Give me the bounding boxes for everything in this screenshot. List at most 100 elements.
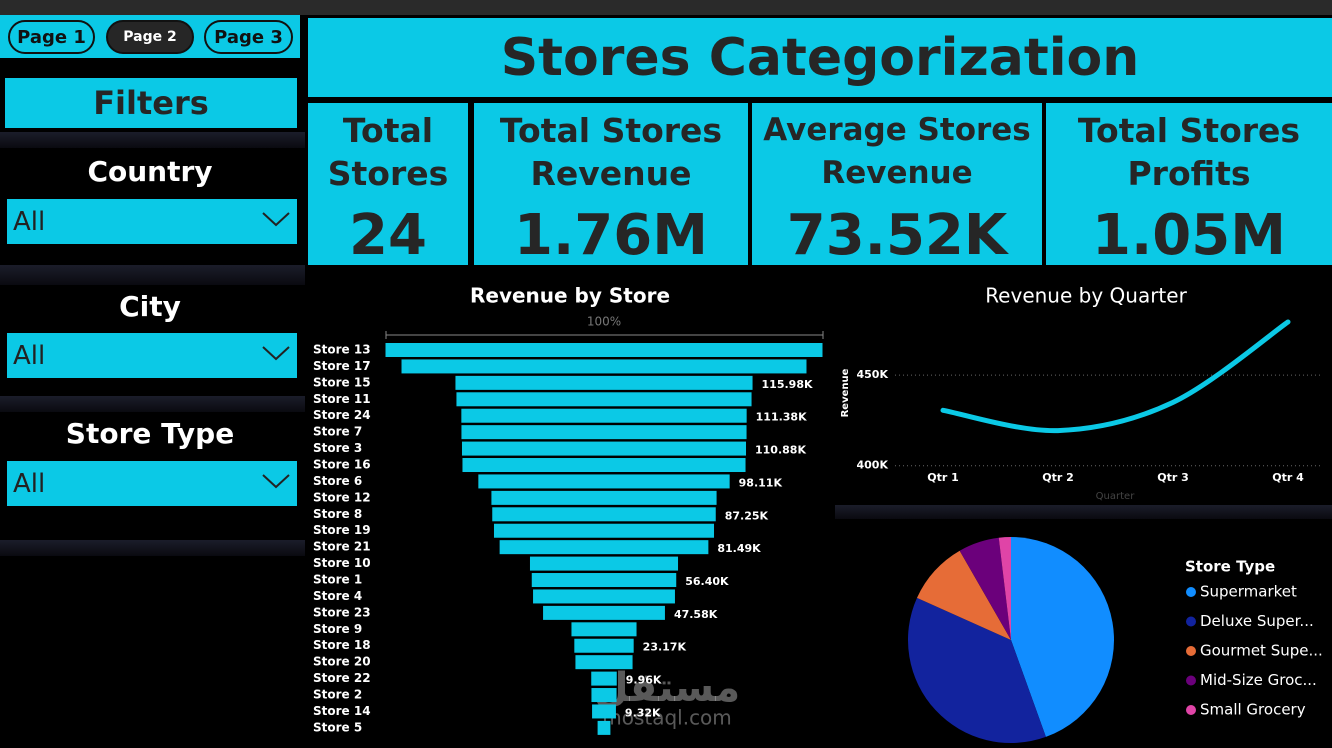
category-label: Store 2 (313, 688, 362, 702)
separator (0, 132, 305, 148)
nav-button[interactable]: Page 3 (204, 20, 293, 54)
funnel-bar (461, 408, 747, 423)
kpi-label: Total Stores (327, 111, 449, 193)
value-label: 115.98K (762, 378, 813, 391)
chart-title: Revenue by Quarter (985, 284, 1187, 308)
slicer-value: All (13, 207, 46, 237)
nav-button[interactable]: Page 1 (8, 20, 95, 54)
funnel-bar (401, 359, 807, 374)
chevron (262, 212, 290, 227)
pie-slice (959, 537, 1011, 640)
category-label: Store 18 (313, 638, 371, 652)
slicer-label: Country (87, 155, 213, 188)
y-tick-label: 400K (857, 459, 889, 472)
line-series (940, 319, 1291, 434)
separator (0, 540, 305, 556)
funnel-bar (456, 392, 752, 407)
nav-button-active[interactable]: Page 2 (106, 20, 194, 54)
funnel-bar (574, 638, 634, 653)
category-label: Store 14 (313, 704, 371, 718)
funnel-bar (461, 441, 747, 456)
legend-marker (1186, 675, 1196, 686)
category-label: Store 15 (313, 375, 371, 389)
category-label: Store 6 (313, 474, 362, 488)
legend-marker (1186, 705, 1196, 715)
kpi-label: Total Stores Profits (1077, 111, 1301, 193)
kpi-value: 24 (349, 203, 427, 268)
pie-slice (916, 550, 1011, 640)
legend-label: Mid-Size Groc... (1200, 671, 1317, 689)
funnel-bar (455, 375, 753, 390)
slicer-dropdown[interactable]: All (7, 333, 297, 378)
category-label: Store 17 (313, 359, 371, 373)
value-label: 9.96K (626, 674, 662, 687)
nav-bar: Page 1 Page 2 Page 3 (0, 15, 300, 58)
value-label: 9.32K (625, 706, 661, 719)
kpi-value: 1.05M (1092, 203, 1286, 268)
y-tick-label: 450K (857, 368, 889, 381)
legend-marker (1186, 646, 1196, 656)
funnel-bar (575, 655, 633, 670)
funnel-bar (529, 556, 679, 571)
pie-slice (998, 537, 1011, 640)
category-label: Store 22 (313, 671, 371, 685)
kpi-card: Average Stores Revenue 73.52K (752, 103, 1042, 268)
chevron (262, 346, 290, 361)
funnel-bar (478, 474, 730, 489)
x-axis-label: Quarter (1096, 491, 1136, 502)
kpi-label: Total Stores Revenue (499, 111, 723, 193)
category-label: Store 21 (313, 540, 371, 554)
value-label: 56.40K (685, 575, 729, 588)
funnel-bar (499, 540, 709, 555)
slicer-dropdown[interactable]: All (7, 461, 297, 506)
legend-label: Gourmet Supe... (1200, 642, 1323, 660)
funnel-bar (543, 605, 665, 620)
funnel-bar (492, 507, 716, 522)
filters-title: Filters (5, 78, 297, 128)
slicer-label: City (119, 290, 181, 323)
category-label: Store 24 (313, 408, 371, 422)
funnel-bar (597, 720, 611, 735)
x-tick-label: Qtr 2 (1042, 471, 1074, 484)
category-label: Store 23 (313, 605, 371, 619)
category-label: Store 8 (313, 507, 362, 521)
slicer-value: All (13, 341, 46, 371)
category-label: Store 7 (313, 425, 362, 439)
funnel-bar (461, 425, 747, 440)
top-strip (0, 0, 1332, 15)
category-label: Store 3 (313, 441, 362, 455)
value-label: 111.38K (756, 411, 807, 424)
legend-title: Store Type (1185, 558, 1275, 576)
funnel-bar (491, 490, 717, 505)
page-title: Stores Categorization (308, 18, 1332, 97)
x-tick-label: Qtr 4 (1272, 471, 1304, 484)
funnel-bar (493, 523, 715, 538)
value-label: 110.88K (755, 444, 806, 457)
category-label: Store 9 (313, 622, 362, 636)
value-label: 23.17K (643, 641, 687, 654)
separator (0, 265, 305, 285)
legend-label: Small Grocery (1200, 701, 1306, 719)
value-label: 81.49K (717, 542, 761, 555)
slicer-dropdown[interactable]: All (7, 199, 297, 244)
funnel-bar (571, 622, 637, 637)
slicer-label: Store Type (65, 417, 235, 450)
category-label: Store 20 (313, 655, 371, 669)
chart-title: Revenue by Store (470, 284, 670, 308)
kpi-label: Average Stores Revenue (763, 112, 1031, 191)
value-label: 47.58K (674, 608, 718, 621)
kpi-card: Total Stores Profits 1.05M (1046, 103, 1332, 268)
category-label: Store 11 (313, 392, 371, 406)
kpi-value: 1.76M (514, 203, 708, 268)
category-label: Store 4 (313, 589, 362, 603)
funnel-bar (533, 589, 675, 604)
category-label: Store 5 (313, 720, 362, 734)
category-label: Store 13 (313, 343, 371, 357)
x-tick-label: Qtr 1 (927, 471, 959, 484)
category-label: Store 10 (313, 556, 371, 570)
watermark-text: mostaql.com (602, 706, 732, 730)
funnel-bar (592, 704, 616, 719)
x-tick-label: Qtr 3 (1157, 471, 1189, 484)
category-label: Store 12 (313, 490, 371, 504)
